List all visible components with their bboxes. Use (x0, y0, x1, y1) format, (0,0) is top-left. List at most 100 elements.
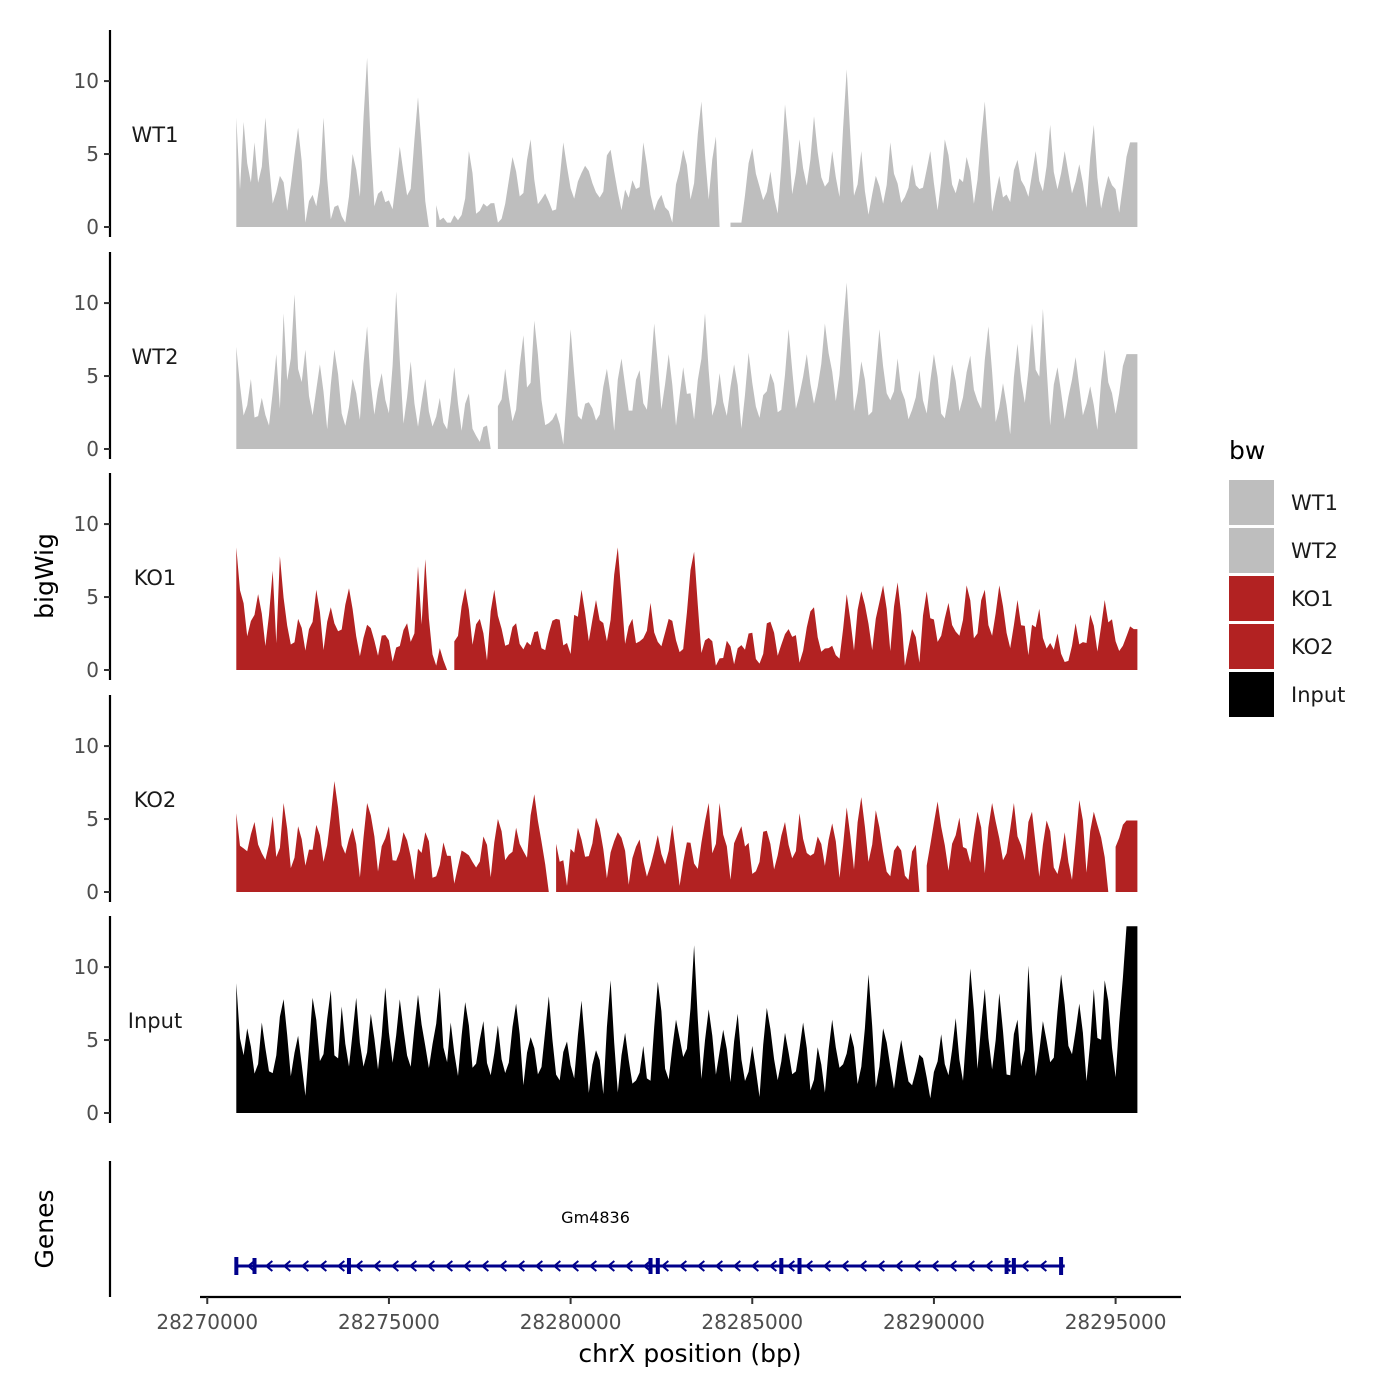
track-ko2: 0 5 10 KO2 (74, 695, 1138, 904)
strand-arrow (642, 1260, 651, 1272)
strand-arrow (570, 1260, 579, 1272)
y-tick-label: 10 (74, 734, 99, 758)
y-tick-label: 5 (86, 585, 99, 609)
track-ko1: 0 5 10 KO1 (74, 473, 1138, 682)
legend-swatch-wt1 (1229, 480, 1274, 525)
strand-arrow (768, 1260, 777, 1272)
legend-swatch-ko1 (1229, 576, 1274, 621)
strand-arrow (246, 1260, 255, 1272)
x-axis: 28270000 28275000 28280000 28285000 28290000… (156, 1295, 1181, 1334)
strand-arrow (264, 1260, 273, 1272)
x-tick-label: 28285000 (701, 1310, 803, 1334)
exon-mark (346, 1258, 351, 1274)
exon-mark (655, 1258, 660, 1274)
strand-arrow (588, 1260, 597, 1272)
signal-area-wt2 (236, 282, 1138, 449)
strand-arrow (480, 1260, 489, 1272)
strand-arrow (336, 1260, 345, 1272)
track-wt1: 0 5 10 WT1 (74, 30, 1138, 239)
y-tick-label: 5 (86, 1028, 99, 1052)
track-label: WT1 (132, 123, 179, 147)
gene-panel: Gm4836 (108, 1161, 1065, 1297)
exon-mark (1059, 1257, 1064, 1275)
strand-arrow (426, 1260, 435, 1272)
x-tick-label: 28270000 (156, 1310, 258, 1334)
strand-arrow (462, 1260, 471, 1272)
legend-label-wt1: WT1 (1291, 491, 1338, 515)
strand-arrow (1038, 1260, 1047, 1272)
legend-swatch-wt2 (1229, 528, 1274, 573)
strand-arrow (840, 1260, 849, 1272)
exon-mark (1011, 1258, 1016, 1274)
signal-area-wt1 (236, 57, 1138, 228)
strand-arrow (282, 1260, 291, 1272)
gene-label: Gm4836 (561, 1208, 630, 1227)
strand-arrow (984, 1260, 993, 1272)
strand-arrow (732, 1260, 741, 1272)
strand-arrow (912, 1260, 921, 1272)
strand-arrow (660, 1260, 669, 1272)
strand-arrow (948, 1260, 957, 1272)
strand-arrow (606, 1260, 615, 1272)
y-tick-label: 10 (74, 512, 99, 536)
track-label: KO1 (134, 566, 177, 590)
track-label: Input (128, 1009, 182, 1033)
y-tick-label: 10 (74, 955, 99, 979)
strand-arrow (966, 1260, 975, 1272)
strand-arrow (498, 1260, 507, 1272)
y-axis-title: bigWig (30, 533, 59, 619)
strand-arrow (372, 1260, 381, 1272)
exon-mark (797, 1258, 802, 1274)
legend-swatch-ko2 (1229, 624, 1274, 669)
strand-arrow (624, 1260, 633, 1272)
track-label: KO2 (134, 788, 177, 812)
exon-mark (648, 1258, 653, 1274)
track-input: 0 5 10 Input (74, 916, 1138, 1125)
strand-arrow (894, 1260, 903, 1272)
legend-label-wt2: WT2 (1291, 539, 1338, 563)
exon-mark (779, 1258, 784, 1274)
track-label: WT2 (132, 345, 179, 369)
legend-label-ko1: KO1 (1291, 587, 1334, 611)
signal-area-ko1 (236, 547, 1138, 670)
legend-swatch-input (1229, 672, 1274, 717)
strand-arrow (1020, 1260, 1029, 1272)
y-tick-label: 0 (86, 437, 99, 461)
y-tick-label: 5 (86, 807, 99, 831)
legend: bw WT1 WT2 KO1 KO2 Input (1229, 436, 1345, 717)
strand-arrow (696, 1260, 705, 1272)
strand-arrow (858, 1260, 867, 1272)
strand-arrow (750, 1260, 759, 1272)
genes-axis-title: Genes (30, 1189, 59, 1268)
y-tick-label: 10 (74, 291, 99, 315)
y-tick-label: 0 (86, 215, 99, 239)
signal-area-input (236, 926, 1138, 1113)
strand-arrow (516, 1260, 525, 1272)
strand-arrow (552, 1260, 561, 1272)
strand-arrow (804, 1260, 813, 1272)
y-tick-label: 5 (86, 142, 99, 166)
y-tick-label: 0 (86, 658, 99, 682)
strand-arrow (678, 1260, 687, 1272)
x-tick-label: 28280000 (520, 1310, 622, 1334)
y-tick-label: 10 (74, 69, 99, 93)
x-tick-label: 28295000 (1065, 1310, 1167, 1334)
exon-mark (234, 1257, 239, 1275)
legend-title: bw (1229, 436, 1265, 465)
strand-arrow (786, 1260, 795, 1272)
exon-mark (252, 1258, 257, 1274)
x-tick-label: 28275000 (338, 1310, 440, 1334)
legend-label-ko2: KO2 (1291, 635, 1334, 659)
y-tick-label: 5 (86, 364, 99, 388)
y-tick-label: 0 (86, 1101, 99, 1125)
strand-arrow (408, 1260, 417, 1272)
exon-mark (1004, 1258, 1009, 1274)
x-tick-label: 28290000 (883, 1310, 985, 1334)
track-wt2: 0 5 10 WT2 (74, 252, 1138, 461)
strand-arrow (444, 1260, 453, 1272)
y-tick-label: 0 (86, 880, 99, 904)
strand-arrow (930, 1260, 939, 1272)
legend-label-input: Input (1291, 683, 1345, 707)
signal-area-ko2 (236, 781, 1138, 892)
